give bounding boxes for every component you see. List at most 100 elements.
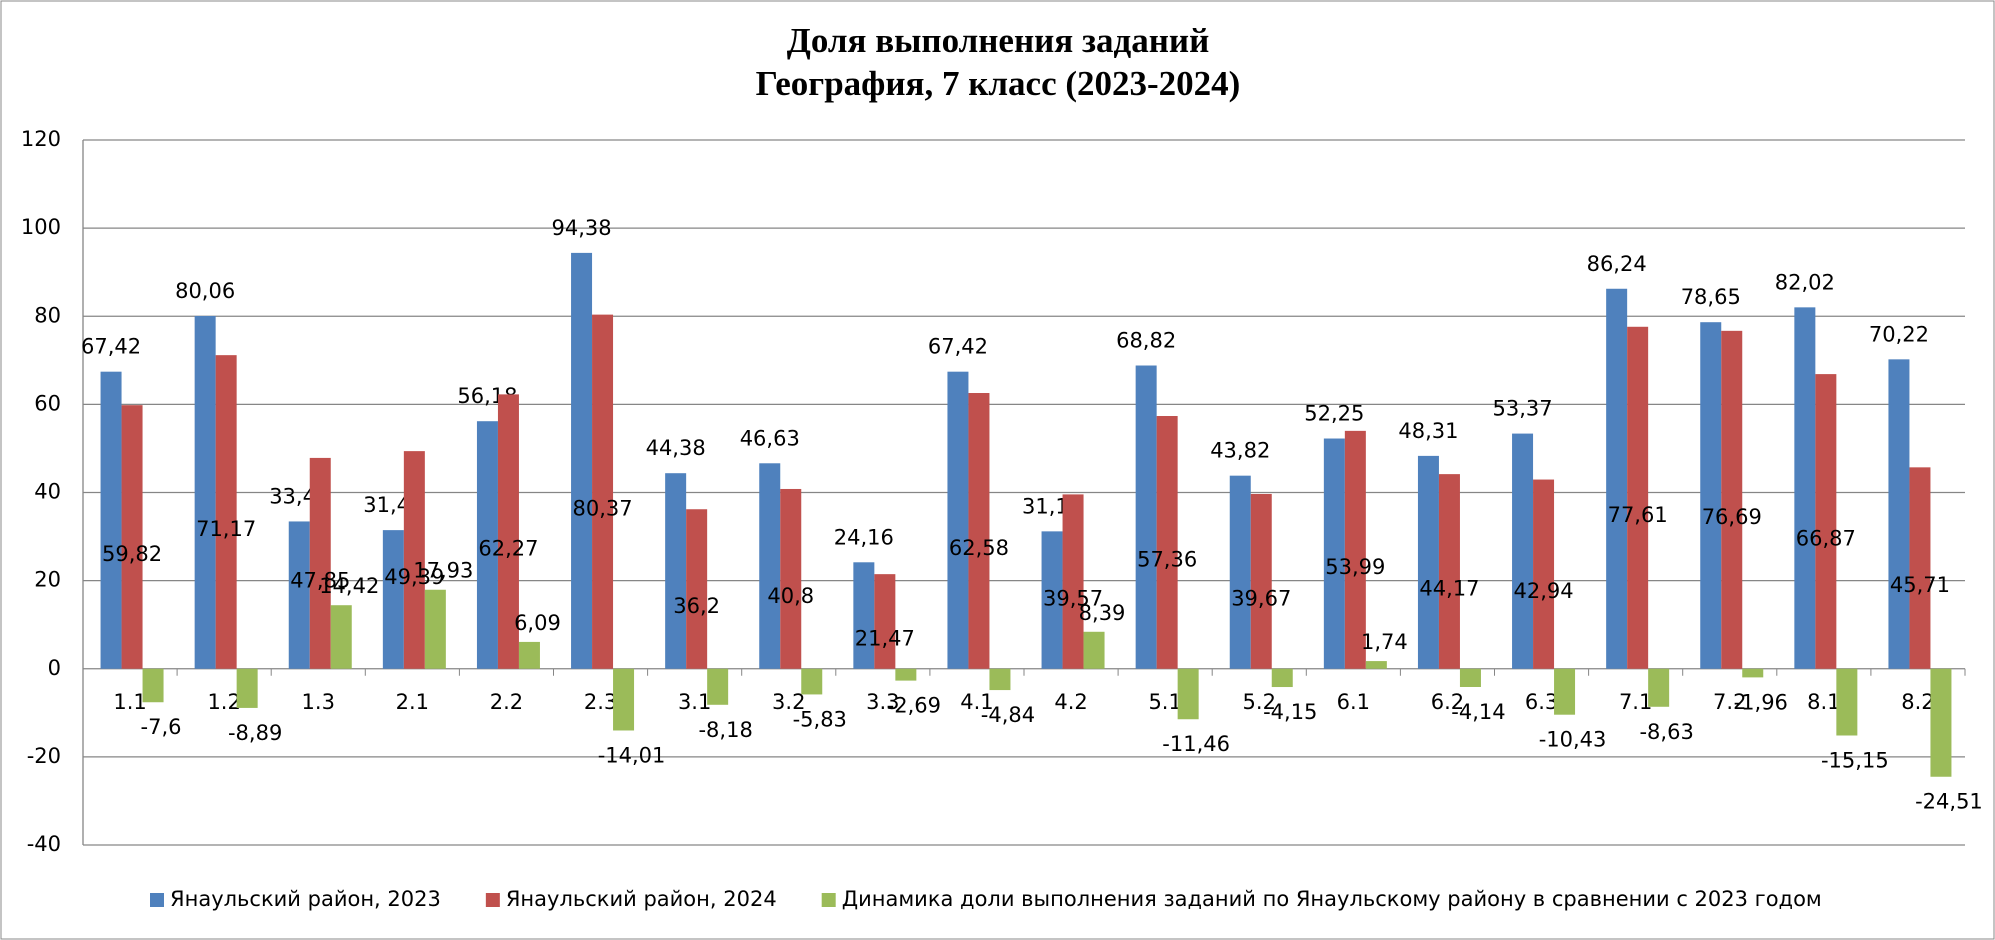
bar bbox=[874, 574, 896, 669]
data-label: 39,57 bbox=[1043, 587, 1103, 611]
x-tick-label: 1.3 bbox=[302, 690, 335, 714]
bar bbox=[1323, 438, 1345, 669]
y-tick-label: 60 bbox=[34, 391, 61, 415]
bar bbox=[968, 393, 990, 669]
bar bbox=[424, 589, 446, 669]
data-label: 71,17 bbox=[196, 517, 256, 541]
bar bbox=[801, 668, 823, 695]
x-tick-label: 8.2 bbox=[1901, 690, 1934, 714]
data-label: -24,51 bbox=[1915, 790, 1983, 814]
bar bbox=[1794, 307, 1816, 669]
bar bbox=[1271, 668, 1293, 688]
bar bbox=[1156, 416, 1178, 669]
x-tick-label: 6.2 bbox=[1431, 690, 1464, 714]
data-label: 24,16 bbox=[834, 525, 894, 549]
legend-swatch bbox=[485, 893, 500, 907]
data-label: 36,2 bbox=[673, 594, 720, 618]
data-label: -4,15 bbox=[1263, 700, 1317, 724]
x-tick-label: 6.3 bbox=[1525, 690, 1558, 714]
data-label: 78,65 bbox=[1681, 285, 1741, 309]
bar bbox=[497, 394, 519, 669]
bar bbox=[759, 463, 781, 669]
bar bbox=[1742, 668, 1764, 678]
bar bbox=[1930, 668, 1952, 777]
bar bbox=[1721, 330, 1743, 669]
data-label: 40,8 bbox=[767, 584, 814, 608]
data-label: 21,47 bbox=[855, 626, 915, 650]
y-tick-label: 80 bbox=[34, 303, 61, 327]
legend-label: Янаульский район, 2023 bbox=[170, 887, 441, 911]
bar bbox=[947, 371, 969, 669]
data-label: 47,85 bbox=[290, 568, 350, 592]
data-label: 14,42 bbox=[319, 574, 379, 598]
data-label: 57,36 bbox=[1137, 547, 1197, 571]
data-label: 67,42 bbox=[81, 335, 141, 359]
bar bbox=[1888, 359, 1910, 669]
bar bbox=[613, 668, 635, 731]
data-label: 94,38 bbox=[551, 216, 611, 240]
x-tick-label: 5.2 bbox=[1243, 690, 1276, 714]
data-label: -10,43 bbox=[1539, 728, 1607, 752]
bar bbox=[1554, 668, 1576, 715]
x-tick-label: 2.3 bbox=[584, 690, 617, 714]
legend-swatch bbox=[150, 893, 164, 907]
bar bbox=[1344, 430, 1366, 669]
data-label: 42,94 bbox=[1513, 579, 1573, 603]
x-tick-label: 4.2 bbox=[1054, 690, 1087, 714]
data-label: 77,61 bbox=[1608, 503, 1668, 527]
data-label: 53,99 bbox=[1325, 555, 1385, 579]
bar bbox=[518, 641, 540, 669]
data-label: 70,22 bbox=[1869, 322, 1929, 346]
bar bbox=[989, 668, 1011, 691]
bar bbox=[382, 530, 404, 669]
bar bbox=[1365, 661, 1387, 669]
data-label: -14,01 bbox=[598, 743, 666, 767]
y-tick-label: -40 bbox=[27, 832, 61, 856]
data-label: 80,06 bbox=[175, 279, 235, 303]
bar bbox=[288, 521, 310, 669]
data-label: -5,83 bbox=[793, 707, 847, 731]
bar bbox=[403, 451, 425, 669]
data-label: -8,89 bbox=[228, 721, 282, 745]
x-tick-label: 1.1 bbox=[113, 690, 146, 714]
data-label: -2,69 bbox=[887, 694, 941, 718]
bar bbox=[1135, 365, 1157, 669]
data-label: -1,96 bbox=[1734, 690, 1788, 714]
data-label: -8,18 bbox=[698, 718, 752, 742]
data-label: 45,71 bbox=[1890, 573, 1950, 597]
bar bbox=[1459, 668, 1481, 687]
bar bbox=[1062, 494, 1084, 669]
data-label: 76,69 bbox=[1702, 505, 1762, 529]
legend-label: Янаульский район, 2024 bbox=[506, 887, 777, 911]
bar bbox=[1909, 467, 1931, 669]
data-label: 59,82 bbox=[102, 542, 162, 566]
bar bbox=[780, 488, 802, 669]
bar bbox=[1648, 668, 1670, 707]
data-label: 49,39 bbox=[384, 565, 444, 589]
data-label: 62,58 bbox=[949, 536, 1009, 560]
data-label: 62,27 bbox=[478, 537, 538, 561]
bar bbox=[142, 668, 164, 703]
bar bbox=[686, 509, 708, 669]
data-label: 43,82 bbox=[1210, 439, 1270, 463]
data-label: -15,15 bbox=[1821, 749, 1889, 773]
x-tick-label: 7.1 bbox=[1619, 690, 1652, 714]
data-label: -7,6 bbox=[141, 715, 182, 739]
bar bbox=[665, 473, 687, 669]
bar bbox=[121, 405, 143, 669]
bar bbox=[571, 252, 593, 669]
data-label: 53,37 bbox=[1492, 397, 1552, 421]
data-label: 8,39 bbox=[1079, 601, 1126, 625]
x-tick-label: 8.1 bbox=[1807, 690, 1840, 714]
bar bbox=[895, 668, 917, 681]
bar bbox=[100, 371, 122, 669]
bar bbox=[215, 355, 237, 669]
bar bbox=[1438, 474, 1460, 669]
x-tick-label: 2.2 bbox=[490, 690, 523, 714]
bar bbox=[1606, 288, 1628, 669]
y-tick-label: -20 bbox=[27, 744, 61, 768]
legend-label: Динамика доли выполнения заданий по Янау… bbox=[842, 887, 1822, 911]
bar bbox=[1250, 493, 1272, 669]
bar bbox=[1041, 531, 1063, 669]
